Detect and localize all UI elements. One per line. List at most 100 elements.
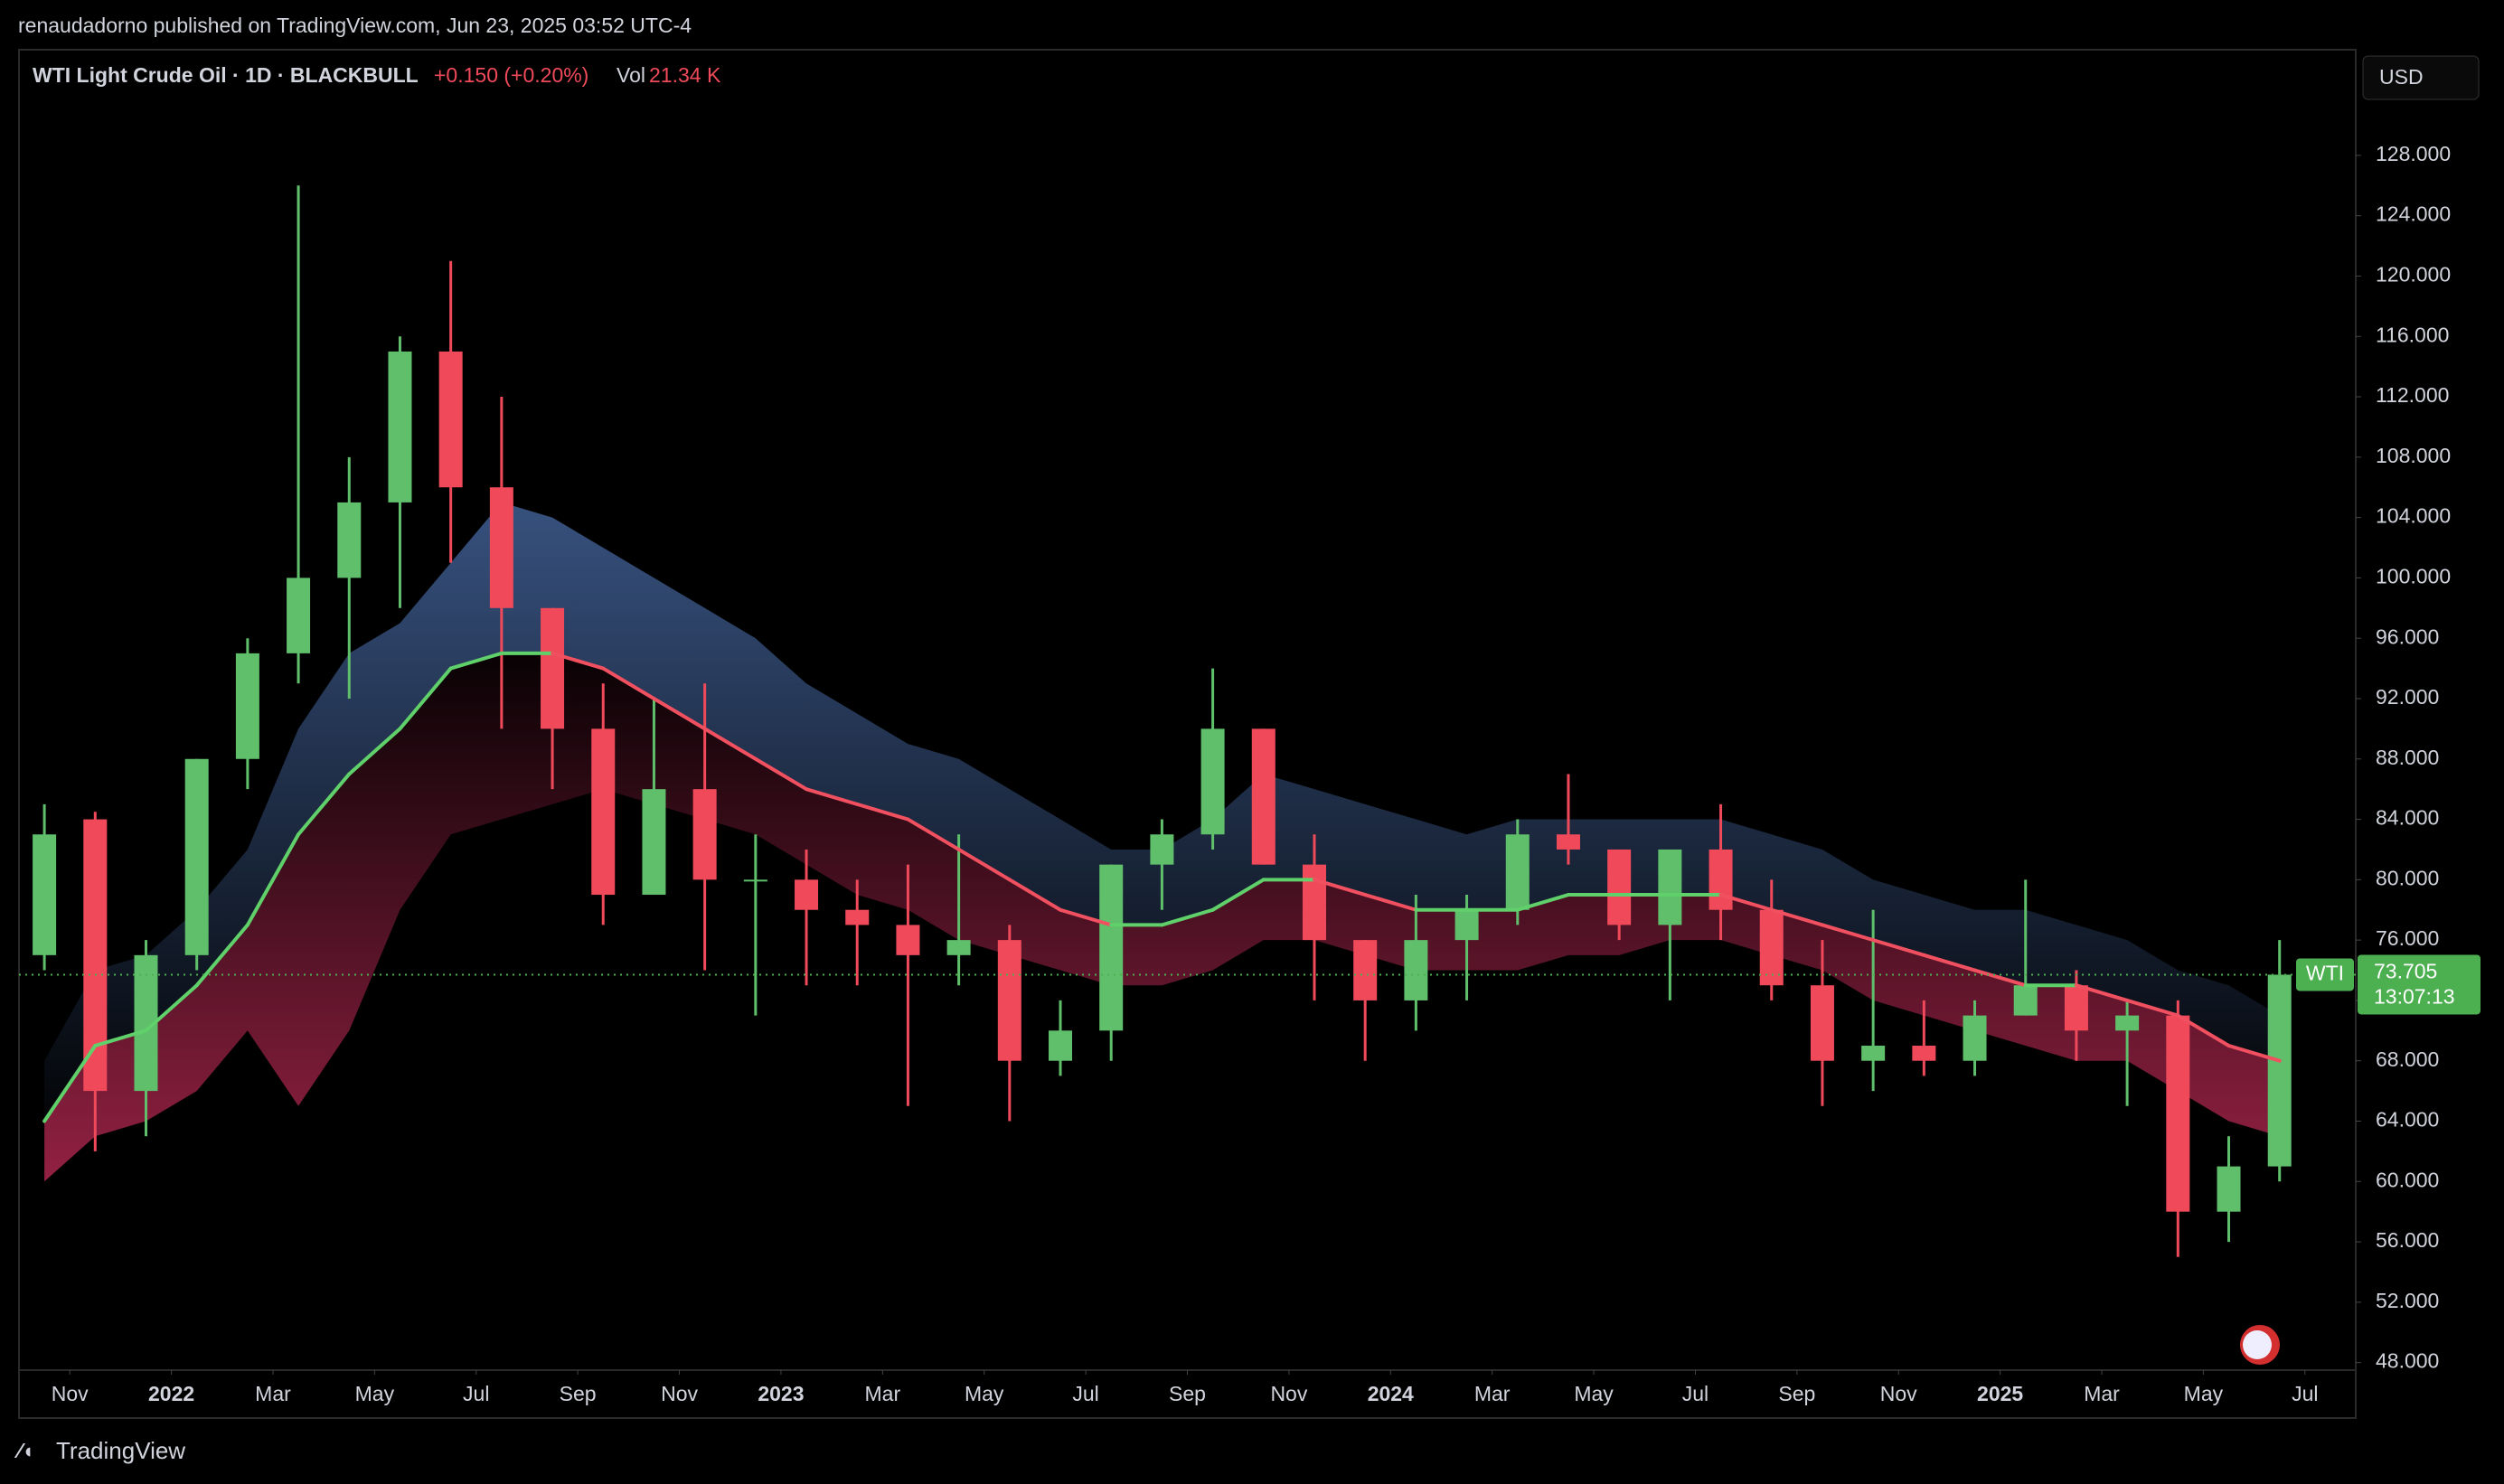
candle-body [1353,940,1378,1000]
candle-body [1709,849,1733,910]
candle-body [541,607,565,729]
last-price: 73.705 [2374,960,2437,983]
candle-body [235,653,259,759]
candle-body [1810,985,1834,1061]
y-tick-label: 88.000 [2376,746,2439,769]
candle-body [1302,864,1326,941]
legend-change: +0.150 (+0.20%) [434,63,588,87]
candle-body [388,351,412,502]
candle-body [1200,728,1225,835]
moving-average [194,923,249,988]
legend-vol: 21.34 K [649,63,721,87]
price-tag [2358,954,2480,1015]
candle-body [287,578,311,653]
x-tick-label: Jul [1682,1382,1709,1405]
x-tick-label: 2024 [1368,1382,1414,1405]
y-tick-label: 60.000 [2376,1168,2439,1191]
moving-average [1769,907,1824,927]
moving-average [601,666,656,700]
y-tick-label: 112.000 [2376,383,2449,407]
moving-average [93,1028,148,1048]
symbol: WTI [2306,962,2344,985]
upper-band [44,502,2280,1122]
x-tick-label: 2023 [758,1382,804,1405]
candle-body [997,940,1021,1061]
legend-vol-label: Vol [617,63,645,87]
x-tick-label: Mar [255,1382,291,1405]
candle-body [946,940,971,955]
moving-average [1059,907,1114,927]
candle-body [83,819,108,1092]
moving-average [1871,938,1926,957]
y-tick-label: 48.000 [2376,1349,2439,1373]
legend-title: WTI Light Crude Oil · 1D · BLACKBULL [33,63,419,87]
moving-average [1363,893,1418,912]
x-tick-label: Nov [52,1382,89,1405]
x-tick-label: Sep [1778,1382,1815,1405]
candle-body [642,789,666,896]
candle-body [1556,834,1580,850]
plot [19,185,2356,1257]
x-tick-label: Mar [1474,1382,1511,1405]
currency-box[interactable] [2362,55,2480,100]
moving-average [1007,878,1063,912]
x-tick-label: May [1574,1382,1614,1405]
moving-average [448,651,504,671]
moving-average [398,666,453,731]
moving-average [2074,983,2130,1002]
y-tick-label: 56.000 [2376,1228,2439,1252]
x-tick-label: Nov [661,1382,698,1405]
x-tick-label: May [965,1382,1004,1405]
candle-body [2115,1015,2140,1031]
moving-average [1972,968,2028,988]
x-tick-label: Sep [1169,1382,1206,1405]
candle-body [1404,940,1428,1000]
countdown: 13:07:13 [2374,985,2455,1009]
y-tick-label: 120.000 [2376,263,2451,286]
moving-average [1922,953,1977,972]
footer: TradingView [56,1437,185,1464]
publisher: renaudadorno published on TradingView.co… [18,14,692,37]
x-tick-label: Mar [2084,1382,2120,1405]
moving-average [956,847,1012,882]
moving-average [652,696,707,731]
candle-body [1251,728,1276,865]
moving-average [2176,1013,2231,1048]
candle-body [1912,1046,1936,1061]
x-tick-label: 2022 [148,1382,194,1405]
candle-body [33,834,57,955]
moving-average [42,1044,98,1123]
symbol-tag [2296,958,2354,991]
moving-average [347,727,402,776]
y-tick-label: 108.000 [2376,444,2451,467]
x-tick-label: Nov [1270,1382,1307,1405]
moving-average [551,651,606,671]
y-tick-label: 52.000 [2376,1289,2439,1312]
moving-average [855,802,910,822]
candle-body [1099,864,1124,1031]
y-tick-label: 100.000 [2376,564,2451,587]
candle-body [1658,849,1682,925]
candle-body [1963,1015,1987,1061]
x-tick-label: 2025 [1977,1382,2023,1405]
y-tick-label: 84.000 [2376,806,2439,830]
x-tick-label: May [355,1382,395,1405]
candle-body [1454,909,1479,941]
moving-average [1718,893,1774,912]
moving-average [1160,907,1215,927]
moving-average [2226,1044,2282,1063]
candle-body [1759,909,1784,986]
candle-body [184,758,209,955]
candle-body [1505,834,1530,910]
moving-average [1820,923,1876,943]
candle-body [1861,1046,1886,1061]
x-tick-label: Jul [1072,1382,1098,1405]
candle-body [337,502,362,578]
candle-body [1150,834,1174,865]
y-tick-label: 92.000 [2376,685,2439,709]
candle-body [692,789,717,880]
moving-average [245,832,301,927]
y-tick-label: 128.000 [2376,142,2451,165]
flag-icon-inner [2243,1330,2272,1359]
